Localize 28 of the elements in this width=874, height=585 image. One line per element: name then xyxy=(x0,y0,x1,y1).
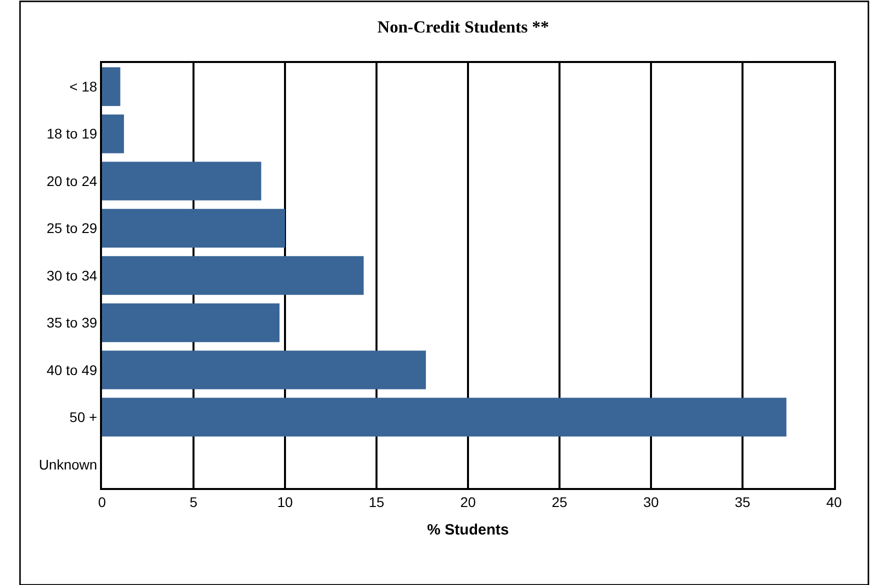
y-tick-label: 50 + xyxy=(70,409,98,426)
bar xyxy=(102,350,426,390)
x-axis-title: % Students xyxy=(427,521,509,538)
x-tick-label: 10 xyxy=(277,494,293,510)
bar xyxy=(102,114,124,154)
y-tick-label: 25 to 29 xyxy=(46,220,98,236)
y-tick-label: Unknown xyxy=(38,456,98,472)
x-tick-label: 0 xyxy=(98,494,106,510)
bar xyxy=(102,162,262,200)
x-tick-label: 35 xyxy=(734,494,750,510)
x-tick-label: 15 xyxy=(368,494,384,510)
x-tick-label: 40 xyxy=(826,494,842,510)
y-tick-label: 35 to 39 xyxy=(46,314,98,331)
x-tick-label: 20 xyxy=(460,494,476,510)
y-tick-label: 18 to 19 xyxy=(46,126,98,142)
bar xyxy=(102,208,285,248)
bar xyxy=(102,303,280,342)
y-tick-label: 40 to 49 xyxy=(46,362,98,378)
y-tick-label: 20 to 24 xyxy=(46,172,98,189)
x-tick-label: 30 xyxy=(643,494,659,510)
x-tick-label: 5 xyxy=(190,494,198,510)
x-tick-label: 25 xyxy=(552,494,568,510)
bar xyxy=(102,67,120,106)
chart-title: Non-Credit Students ** xyxy=(377,17,550,36)
y-tick-label: 30 to 34 xyxy=(46,267,98,284)
bar xyxy=(102,256,364,295)
bar xyxy=(102,398,786,437)
y-tick-label: < 18 xyxy=(70,78,98,95)
